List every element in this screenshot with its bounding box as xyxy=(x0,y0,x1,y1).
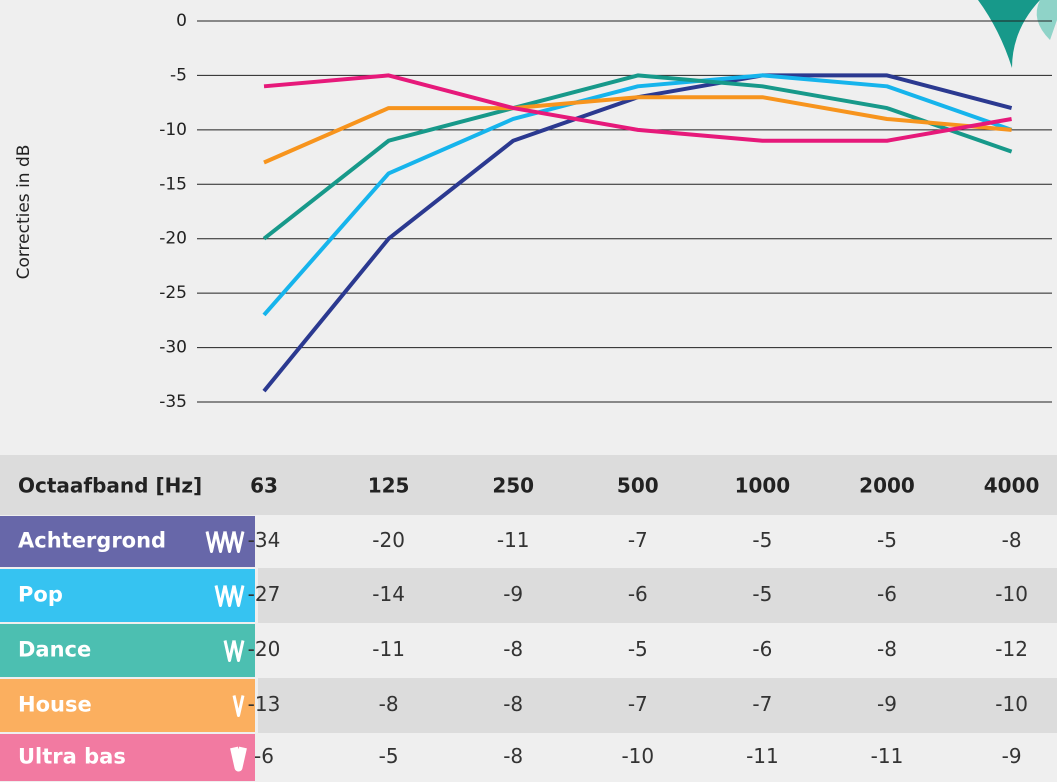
table-cell: -6 xyxy=(877,582,897,606)
row-label: Ultra bas xyxy=(18,745,126,769)
row-label: Pop xyxy=(18,583,63,607)
table-cell: -7 xyxy=(752,692,772,716)
series-line xyxy=(263,73,1012,143)
table-cell: -8 xyxy=(503,692,523,716)
table-cell: -7 xyxy=(628,692,648,716)
row-label: House xyxy=(18,693,92,717)
table-cell: -14 xyxy=(372,582,405,606)
wave-icon xyxy=(214,585,245,607)
table-cell: -8 xyxy=(1002,528,1022,552)
table-header-cell: 1000 xyxy=(735,474,791,498)
table-cell: -6 xyxy=(628,582,648,606)
table-cell: -10 xyxy=(995,692,1028,716)
table-cell: -11 xyxy=(372,637,405,661)
y-tick-label: -5 xyxy=(170,65,187,85)
wave-icon xyxy=(205,531,245,553)
table-cell: -20 xyxy=(372,528,405,552)
table-header-cell: 250 xyxy=(492,474,534,498)
table-row-bg xyxy=(258,678,1057,733)
table-header-cell: 4000 xyxy=(984,474,1040,498)
table-header-cell: 500 xyxy=(617,474,659,498)
table-header-cell: 63 xyxy=(250,474,278,498)
table-cell: -10 xyxy=(995,582,1028,606)
table-cell: -8 xyxy=(379,692,399,716)
table-cell: -34 xyxy=(248,528,281,552)
table-cell: -5 xyxy=(752,582,772,606)
table-cell: -8 xyxy=(503,637,523,661)
table-cell: -6 xyxy=(752,637,772,661)
y-axis-label: Correcties in dB xyxy=(14,145,34,280)
table-cell: -6 xyxy=(254,744,274,768)
row-label-bg xyxy=(0,679,255,732)
table-cell: -5 xyxy=(877,528,897,552)
table-cell: -20 xyxy=(248,637,281,661)
y-tick-label: -30 xyxy=(159,338,187,358)
row-label-bg xyxy=(0,569,255,622)
table-cell: -11 xyxy=(746,744,779,768)
table-header xyxy=(0,455,1057,515)
row-label: Achtergrond xyxy=(18,529,166,553)
table-row-bg xyxy=(258,568,1057,623)
table-cell: -8 xyxy=(503,744,523,768)
table-cell: -5 xyxy=(379,744,399,768)
table-cell: -11 xyxy=(871,744,904,768)
y-tick-label: -10 xyxy=(159,120,187,140)
y-tick-label: -20 xyxy=(159,229,187,249)
table-cell: -5 xyxy=(752,528,772,552)
decoration xyxy=(978,0,1040,68)
table-cell: -13 xyxy=(248,692,281,716)
wave-icon xyxy=(230,746,247,772)
table-cell: -7 xyxy=(628,528,648,552)
series-line xyxy=(262,73,1013,241)
table-header-cell: 125 xyxy=(368,474,410,498)
y-tick-label: -25 xyxy=(159,283,187,303)
table-cell: -27 xyxy=(248,582,281,606)
table-cell: -9 xyxy=(1002,744,1022,768)
table-cell: -9 xyxy=(877,692,897,716)
row-label-bg xyxy=(0,624,255,677)
table-cell: -12 xyxy=(995,637,1028,661)
table-header-cell: 2000 xyxy=(859,474,915,498)
wave-icon xyxy=(223,640,245,662)
table-cell: -5 xyxy=(628,637,648,661)
row-label: Dance xyxy=(18,638,91,662)
series-line xyxy=(263,95,1012,165)
y-tick-label: 0 xyxy=(176,11,187,31)
table-cell: -8 xyxy=(877,637,897,661)
series-line xyxy=(262,73,1013,393)
table-cell: -9 xyxy=(503,582,523,606)
decoration xyxy=(1036,0,1057,40)
table-cell: -11 xyxy=(497,528,530,552)
wave-icon xyxy=(232,695,245,717)
series-line xyxy=(262,73,1013,317)
row-label-bg xyxy=(0,734,255,781)
table-header-label: Octaafband [Hz] xyxy=(18,474,202,498)
table-cell: -10 xyxy=(621,744,654,768)
y-tick-label: -15 xyxy=(159,174,187,194)
y-tick-label: -35 xyxy=(159,392,187,412)
